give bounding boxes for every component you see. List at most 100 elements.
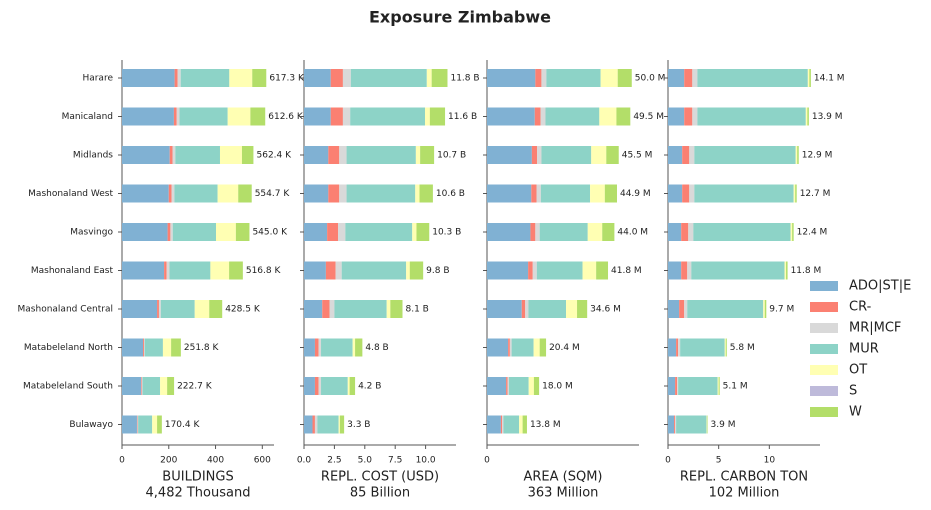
bar-segment bbox=[171, 338, 181, 357]
x-axis-sublabel: 4,482 Thousand bbox=[146, 486, 251, 501]
bar-segment bbox=[680, 338, 725, 357]
bar-segment bbox=[143, 338, 144, 357]
bar-segment bbox=[539, 223, 588, 241]
bar-segment bbox=[241, 146, 254, 164]
bar-segment bbox=[122, 107, 174, 126]
total-label: 10.3 B bbox=[432, 228, 461, 238]
bar-segment bbox=[304, 107, 331, 126]
bar-segment bbox=[522, 415, 527, 434]
bar-segment bbox=[168, 184, 172, 203]
bar-segment bbox=[426, 69, 432, 87]
bar-segment bbox=[536, 184, 541, 203]
bar-segment bbox=[339, 146, 347, 164]
total-label: 612.6 K bbox=[268, 112, 304, 122]
bar-segment bbox=[143, 338, 145, 357]
bar-segment bbox=[668, 184, 683, 203]
category-label: Mashonaland West bbox=[28, 189, 113, 199]
bar-segment bbox=[507, 377, 510, 395]
bar-segment bbox=[347, 377, 350, 395]
x-tick-label: 0.0 bbox=[297, 456, 312, 466]
bar-segment bbox=[229, 261, 243, 280]
bar-segment bbox=[335, 261, 342, 280]
bar-segment bbox=[534, 107, 541, 126]
bar-segment bbox=[180, 69, 230, 87]
bar-segment bbox=[325, 261, 336, 280]
bar-segment bbox=[689, 184, 695, 203]
x-axis-sublabel: 363 Million bbox=[528, 486, 599, 501]
bar-segment bbox=[312, 415, 315, 434]
bar-segment bbox=[717, 377, 719, 395]
bar-segment bbox=[314, 338, 319, 357]
bar-segment bbox=[718, 377, 720, 395]
bar-segment bbox=[390, 300, 403, 318]
bar-segment bbox=[216, 223, 236, 241]
total-label: 12.4 M bbox=[797, 228, 828, 238]
bar-segment bbox=[724, 338, 726, 357]
bar-segment bbox=[674, 415, 676, 434]
bar-segment bbox=[668, 69, 685, 87]
bar-segment bbox=[684, 300, 688, 318]
bar-segment bbox=[173, 107, 177, 126]
total-label: 10.7 B bbox=[437, 151, 466, 161]
bar-segment bbox=[122, 415, 137, 434]
x-tick-label: 10.0 bbox=[416, 456, 436, 466]
chart-title: Exposure Zimbabwe bbox=[369, 8, 551, 27]
bar-segment bbox=[170, 223, 173, 241]
bar-segment bbox=[487, 261, 529, 280]
bar-segment bbox=[122, 300, 158, 318]
bar-segment bbox=[687, 261, 692, 280]
total-label: 11.6 B bbox=[448, 112, 477, 122]
legend-swatch bbox=[810, 386, 838, 396]
bar-segment bbox=[172, 223, 217, 241]
bar-segment bbox=[487, 377, 507, 395]
bar-segment bbox=[122, 377, 142, 395]
bar-segment bbox=[600, 69, 618, 87]
category-label: Manicaland bbox=[62, 112, 113, 122]
bar-segment bbox=[540, 107, 546, 126]
bar-segment bbox=[250, 107, 266, 126]
legend-swatch bbox=[810, 365, 838, 375]
bar-segment bbox=[531, 146, 538, 164]
bar-segment bbox=[533, 377, 540, 395]
bar-segment bbox=[533, 338, 540, 357]
x-tick-label: 200 bbox=[160, 456, 177, 466]
total-label: 13.9 M bbox=[812, 112, 843, 122]
bar-segment bbox=[219, 146, 242, 164]
bar-segment bbox=[138, 415, 153, 434]
bar-segment bbox=[328, 146, 340, 164]
x-tick-label: 5.0 bbox=[358, 456, 373, 466]
bar-segment bbox=[342, 107, 351, 126]
x-tick-label: 7.5 bbox=[388, 456, 402, 466]
total-label: 9.8 B bbox=[426, 266, 449, 276]
bar-segment bbox=[763, 300, 765, 318]
bar-segment bbox=[122, 261, 165, 280]
bar-segment bbox=[682, 184, 690, 203]
total-label: 41.8 M bbox=[611, 266, 642, 276]
category-label: Midlands bbox=[73, 151, 113, 161]
x-axis-sublabel: 102 Million bbox=[709, 486, 780, 501]
bar-segment bbox=[807, 107, 809, 126]
bar-segment bbox=[795, 184, 797, 203]
bar-segment bbox=[321, 377, 348, 395]
category-label: Matabeleland North bbox=[24, 343, 113, 353]
bar-segment bbox=[174, 184, 218, 203]
bar-segment bbox=[416, 223, 430, 241]
bar-segment bbox=[162, 338, 172, 357]
bar-segment bbox=[160, 300, 195, 318]
bar-segment bbox=[227, 107, 251, 126]
legend-label: W bbox=[849, 405, 862, 420]
total-label: 11.8 B bbox=[450, 74, 479, 84]
bar-segment bbox=[530, 223, 536, 241]
bar-segment bbox=[528, 377, 534, 395]
bar-segment bbox=[675, 415, 677, 434]
total-label: 4.8 B bbox=[365, 343, 388, 353]
bar-segment bbox=[322, 300, 330, 318]
bar-segment bbox=[487, 184, 532, 203]
bar-segment bbox=[341, 261, 407, 280]
bar-segment bbox=[793, 184, 796, 203]
bar-segment bbox=[681, 261, 688, 280]
bar-segment bbox=[540, 184, 591, 203]
bar-segment bbox=[508, 338, 510, 357]
bar-segment bbox=[797, 146, 799, 164]
bar-segment bbox=[122, 69, 175, 87]
